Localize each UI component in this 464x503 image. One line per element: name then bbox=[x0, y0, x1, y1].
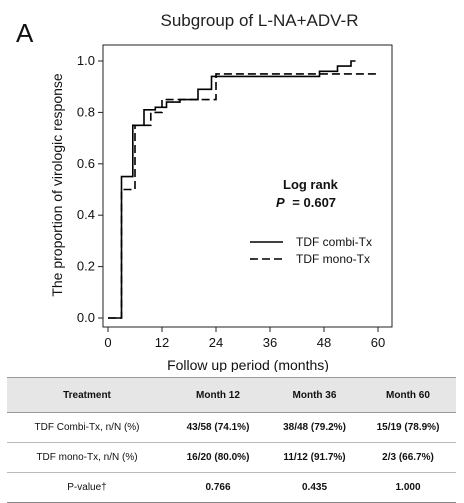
p-label: P bbox=[276, 195, 285, 210]
table-row: TDF mono-Tx, n/N (%) 16/20 (80.0%) 11/12… bbox=[7, 442, 456, 473]
y-tick-label: 0.4 bbox=[77, 207, 95, 222]
y-tick-label: 0.8 bbox=[77, 104, 95, 119]
legend-label-combi: TDF combi-Tx bbox=[296, 235, 372, 249]
p-value: = 0.607 bbox=[292, 195, 336, 210]
y-axis-title: The proportion of virologic response bbox=[49, 73, 65, 297]
row-label: TDF mono-Tx, n/N (%) bbox=[7, 442, 167, 473]
panel-letter: A bbox=[16, 18, 34, 48]
curves bbox=[108, 60, 378, 319]
table-row: P-value† 0.766 0.435 1.000 bbox=[7, 472, 456, 503]
row-label: P-value† bbox=[7, 472, 167, 503]
table-header-row: Treatment Month 12 Month 36 Month 60 bbox=[7, 377, 456, 413]
y-tick-label: 0.2 bbox=[77, 259, 95, 274]
cell-value: 15/19 (78.9%) bbox=[360, 412, 456, 443]
x-ticks: 0 12 24 36 48 60 bbox=[104, 327, 385, 350]
cell-value: 1.000 bbox=[360, 472, 456, 503]
cell-value: 2/3 (66.7%) bbox=[360, 442, 456, 473]
cell-value: 38/48 (79.2%) bbox=[269, 412, 360, 443]
header-treatment: Treatment bbox=[7, 377, 167, 413]
summary-table: Treatment Month 12 Month 36 Month 60 TDF… bbox=[7, 377, 456, 503]
cell-value: 43/58 (74.1%) bbox=[167, 412, 269, 443]
x-tick-label: 0 bbox=[104, 335, 111, 350]
x-tick-label: 24 bbox=[209, 335, 223, 350]
header-month-36: Month 36 bbox=[269, 377, 360, 413]
x-tick-label: 36 bbox=[263, 335, 277, 350]
x-tick-label: 48 bbox=[317, 335, 331, 350]
log-rank-label: Log rank bbox=[283, 177, 339, 192]
log-rank-annotation: Log rank P = 0.607 bbox=[276, 177, 339, 210]
y-tick-label: 1.0 bbox=[77, 53, 95, 68]
y-tick-label: 0.6 bbox=[77, 156, 95, 171]
y-ticks: 0.0 0.2 0.4 0.6 0.8 1.0 bbox=[77, 53, 103, 325]
x-axis-title: Follow up period (months) bbox=[167, 357, 329, 372]
series-line-combi bbox=[108, 60, 356, 319]
cell-value: 11/12 (91.7%) bbox=[269, 442, 360, 473]
chart-title: Subgroup of L-NA+ADV-R bbox=[160, 11, 359, 30]
cell-value: 0.766 bbox=[167, 472, 269, 503]
legend: TDF combi-Tx TDF mono-Tx bbox=[250, 235, 372, 266]
header-month-12: Month 12 bbox=[167, 377, 269, 413]
header-month-60: Month 60 bbox=[360, 377, 456, 413]
y-tick-label: 0.0 bbox=[77, 310, 95, 325]
x-tick-label: 60 bbox=[371, 335, 385, 350]
table-row: TDF Combi-Tx, n/N (%) 43/58 (74.1%) 38/4… bbox=[7, 412, 456, 443]
km-chart: 0 12 24 36 48 60 0.0 0.2 0.4 0.6 0.8 1.0 Follow up… bbox=[49, 44, 393, 372]
axes bbox=[102, 44, 393, 328]
x-tick-label: 12 bbox=[155, 335, 169, 350]
plot-frame bbox=[102, 44, 393, 328]
legend-label-mono: TDF mono-Tx bbox=[296, 252, 370, 266]
cell-value: 16/20 (80.0%) bbox=[167, 442, 269, 473]
series-line-mono bbox=[108, 73, 378, 319]
svg-text:P = 0.607: P = 0.607 bbox=[276, 195, 336, 210]
cell-value: 0.435 bbox=[269, 472, 360, 503]
row-label: TDF Combi-Tx, n/N (%) bbox=[7, 412, 167, 443]
